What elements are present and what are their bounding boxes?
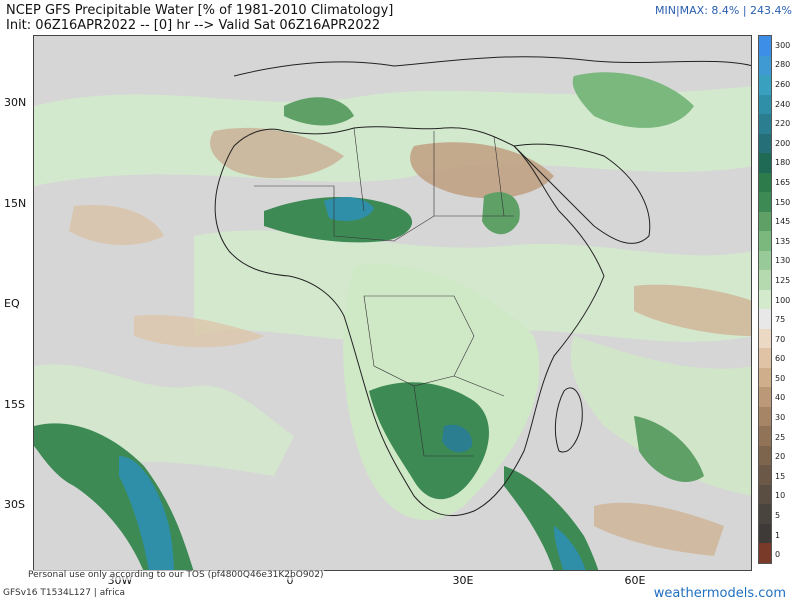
color-scale-segment	[759, 55, 771, 76]
color-scale-tick-label: 130	[775, 256, 791, 266]
color-scale-tick-label: 60	[775, 354, 786, 364]
color-scale-tick-label: 165	[775, 177, 791, 187]
lat-label-15s: 15S	[4, 398, 25, 411]
color-scale-tick-label: 135	[775, 236, 791, 246]
color-scale-segment	[759, 445, 771, 466]
lon-label-0: 0	[286, 574, 294, 587]
color-scale-segment	[759, 484, 771, 505]
map-subtitle: Init: 06Z16APR2022 -- [0] hr --> Valid S…	[6, 18, 381, 33]
color-scale-segment	[759, 270, 771, 290]
lon-label-60e: 60E	[624, 574, 646, 587]
color-scale-tick-label: 20	[775, 452, 786, 462]
precipitable-water-map	[33, 35, 752, 571]
map-title: NCEP GFS Precipitable Water [% of 1981-2…	[6, 3, 394, 18]
min-max-readout: MIN|MAX: 8.4% | 243.4%	[654, 4, 792, 17]
terms-note: Personal use only according to our TOS (…	[28, 570, 324, 580]
color-scale-segment	[759, 172, 771, 193]
color-scale-tick-label: 260	[775, 79, 791, 89]
color-scale-segment	[759, 289, 771, 310]
color-scale-tick-label: 25	[775, 432, 786, 442]
color-scale-tick-label: 100	[775, 295, 791, 305]
color-scale-segment	[759, 36, 771, 56]
color-scale-segment	[759, 94, 771, 115]
color-scale-segment	[759, 406, 771, 427]
color-scale-segment	[759, 75, 771, 95]
color-scale-segment	[759, 328, 771, 349]
color-scale-tick-label: 10	[775, 491, 786, 501]
color-scale-labels: 300 280 260 240 220 200 180 165 150 145 135 130 125 1…	[775, 35, 799, 564]
color-scale-tick-label: 40	[775, 393, 786, 403]
color-scale-segment	[759, 367, 771, 388]
color-scale-tick-label: 5	[775, 511, 781, 521]
color-scale-segment	[759, 231, 771, 251]
color-scale-segment	[759, 387, 771, 407]
color-scale-segment	[759, 211, 771, 232]
color-scale-segment	[759, 309, 771, 329]
color-scale-tick-label: 125	[775, 275, 791, 285]
color-scale-segment	[759, 504, 771, 524]
color-scale-segment	[759, 348, 771, 368]
color-scale-tick-label: 200	[775, 138, 791, 148]
color-scale-tick-label: 1	[775, 530, 781, 540]
color-scale-segment	[759, 133, 771, 154]
color-scale-segment	[759, 192, 771, 212]
color-scale-tick-label: 220	[775, 119, 791, 129]
color-scale-tick-label: 145	[775, 217, 791, 227]
color-scale-tick-label: 50	[775, 373, 786, 383]
lon-label-30e: 30E	[452, 574, 474, 587]
color-scale-tick-label: 180	[775, 158, 791, 168]
model-info: GFSv16 T1534L127 | africa	[3, 588, 126, 598]
color-scale-segment	[759, 543, 771, 563]
brand-link[interactable]: weathermodels.com	[653, 586, 786, 600]
color-scale-segment	[759, 114, 771, 134]
color-scale-tick-label: 70	[775, 334, 786, 344]
lat-label-15n: 15N	[4, 197, 27, 210]
lat-label-30s: 30S	[4, 498, 25, 511]
lat-label-30n: 30N	[4, 96, 27, 109]
color-scale-bar	[758, 35, 772, 564]
color-scale-segment	[759, 465, 771, 485]
color-scale-segment	[759, 153, 771, 173]
color-scale-segment	[759, 250, 771, 271]
color-scale-tick-label: 0	[775, 550, 781, 560]
color-scale-tick-label: 30	[775, 413, 786, 423]
color-scale-tick-label: 300	[775, 40, 791, 50]
color-scale-tick-label: 280	[775, 60, 791, 70]
color-scale-tick-label: 240	[775, 99, 791, 109]
color-scale-tick-label: 150	[775, 197, 791, 207]
color-scale-segment	[759, 523, 771, 544]
lat-label-eq: EQ	[4, 297, 20, 310]
color-scale-segment	[759, 426, 771, 446]
color-scale-tick-label: 15	[775, 471, 786, 481]
color-scale-tick-label: 75	[775, 315, 786, 325]
